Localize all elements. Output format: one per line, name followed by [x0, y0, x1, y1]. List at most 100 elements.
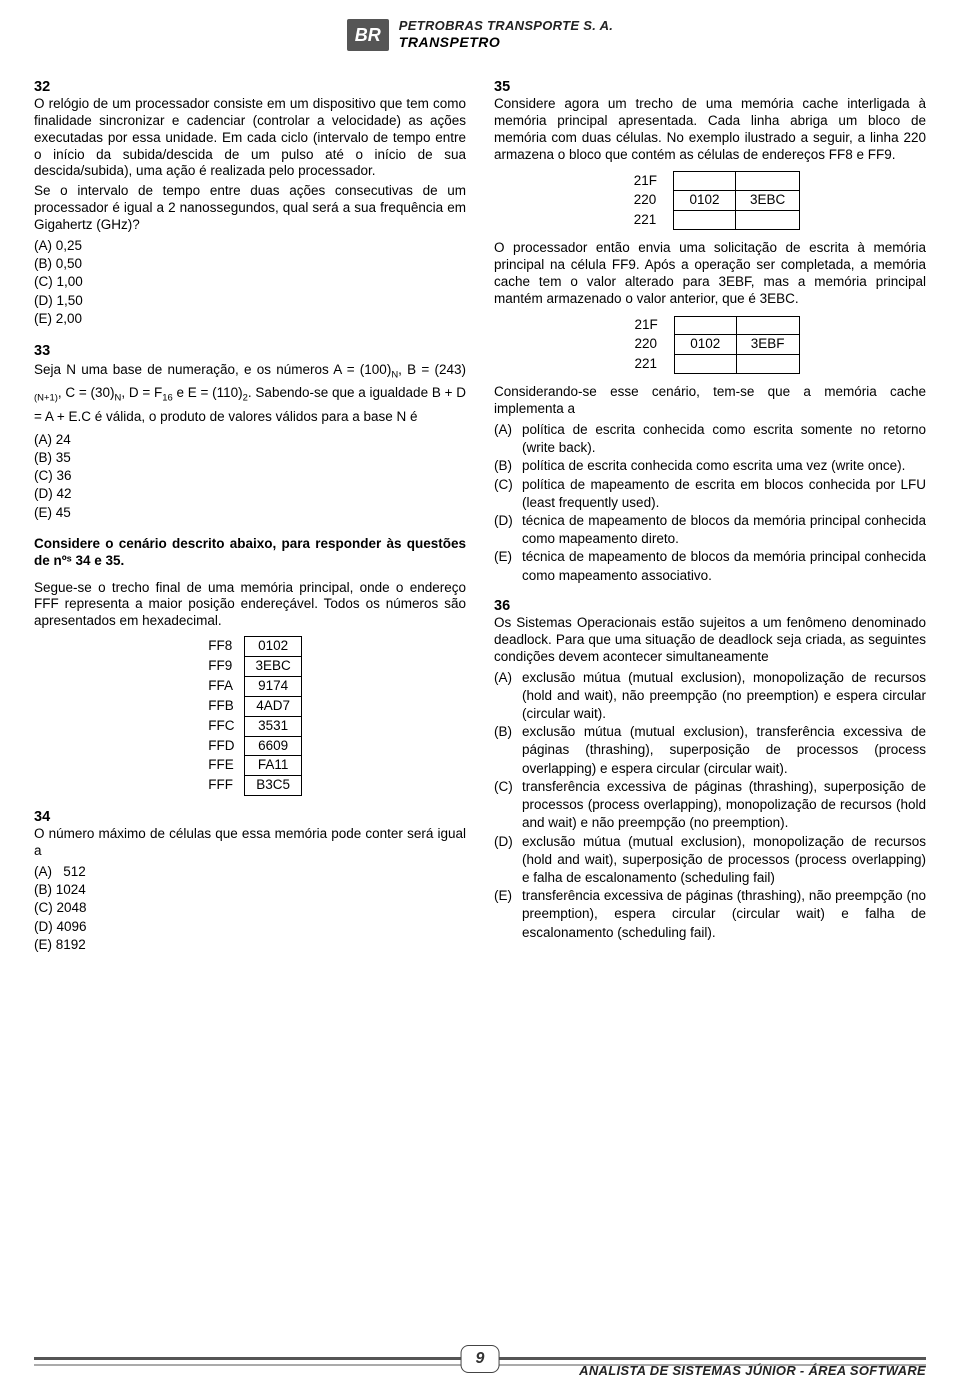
q35-opt-e: (E)técnica de mapeamento de blocos da me… [494, 548, 926, 584]
mem-val-6: FA11 [245, 756, 301, 776]
q35-lab-b: (B) [494, 457, 522, 475]
br-logo: BR [347, 19, 389, 52]
q35-txt-e: técnica de mapeamento de blocos da memór… [522, 548, 926, 584]
q36-lab-c: (C) [494, 778, 522, 833]
q33-options: (A) 24 (B) 35 (C) 36 (D) 42 (E) 45 [34, 431, 466, 522]
page-number: 9 [461, 1345, 500, 1373]
cache2-r3-c1 [674, 355, 736, 374]
mem-val-1: 3EBC [245, 657, 301, 677]
q36-lab-e: (E) [494, 887, 522, 942]
cache1-r2-c2: 3EBC [735, 191, 799, 211]
page-footer: 9 ANALISTA DE SISTEMAS JÚNIOR - ÁREA SOF… [0, 1345, 960, 1381]
mem-addr-6: FFE [198, 756, 245, 776]
content-columns: 32 O relógio de um processador consiste … [34, 72, 926, 968]
q33-opt-d: (D) 42 [34, 485, 466, 503]
q32-opt-e: (E) 2,00 [34, 310, 466, 328]
footer-title: ANALISTA DE SISTEMAS JÚNIOR - ÁREA SOFTW… [579, 1363, 926, 1379]
q36-lab-d: (D) [494, 833, 522, 888]
q32-opt-c: (C) 1,00 [34, 273, 466, 291]
cache2-r3: 221 [620, 355, 674, 374]
q36-opt-d: (D)exclusão mútua (mutual exclusion), mo… [494, 833, 926, 888]
cache-table-1: 21F 22001023EBC 221 [620, 171, 801, 230]
q35-txt-a: política de escrita conhecida como escri… [522, 421, 926, 457]
mem-addr-4: FFC [198, 716, 245, 736]
q32-text-2: Se o intervalo de tempo entre duas ações… [34, 183, 466, 234]
right-column: 35 Considere agora um trecho de uma memó… [494, 72, 926, 968]
q33-opt-b: (B) 35 [34, 449, 466, 467]
q35-options: (A)política de escrita conhecida como es… [494, 421, 926, 585]
q33-frag-e: e E = (110) [173, 385, 243, 400]
q35-lab-e: (E) [494, 548, 522, 584]
q35-lab-d: (D) [494, 512, 522, 548]
cache1-r1-c1 [673, 172, 735, 191]
mem-val-5: 6609 [245, 736, 301, 756]
q35-txt-b: política de escrita conhecida como escri… [522, 457, 926, 475]
footer-bars: 9 ANALISTA DE SISTEMAS JÚNIOR - ÁREA SOF… [34, 1345, 926, 1381]
mem-addr-5: FFD [198, 736, 245, 756]
q35-opt-a: (A)política de escrita conhecida como es… [494, 421, 926, 457]
q36-txt-b: exclusão mútua (mutual exclusion), trans… [522, 723, 926, 778]
q36-lab-a: (A) [494, 669, 522, 724]
q35-opt-c: (C)política de mapeamento de escrita em … [494, 476, 926, 512]
q36-opt-a: (A)exclusão mútua (mutual exclusion), mo… [494, 669, 926, 724]
q35-opt-d: (D)técnica de mapeamento de blocos da me… [494, 512, 926, 548]
q36-txt-d: exclusão mútua (mutual exclusion), monop… [522, 833, 926, 888]
cache1-r3-c1 [673, 211, 735, 230]
q32-number: 32 [34, 78, 466, 96]
q32-opt-d: (D) 1,50 [34, 292, 466, 310]
q36-opt-b: (B)exclusão mútua (mutual exclusion), tr… [494, 723, 926, 778]
q35-text-1: Considere agora um trecho de uma memória… [494, 96, 926, 164]
cache1-r2: 220 [620, 191, 674, 211]
q34-opt-d: (D) 4096 [34, 918, 466, 936]
memory-table: FF80102 FF93EBC FFA9174 FFB4AD7 FFC3531 … [198, 636, 302, 796]
q36-options: (A)exclusão mútua (mutual exclusion), mo… [494, 669, 926, 942]
q34-options: (A) 512 (B) 1024 (C) 2048 (D) 4096 (E) 8… [34, 863, 466, 954]
mem-val-2: 9174 [245, 676, 301, 696]
cache1-r1: 21F [620, 172, 674, 191]
q35-txt-c: política de mapeamento de escrita em blo… [522, 476, 926, 512]
cache1-r3: 221 [620, 211, 674, 230]
q36-txt-c: transferência excessiva de páginas (thra… [522, 778, 926, 833]
q32-opt-a: (A) 0,25 [34, 237, 466, 255]
mem-val-4: 3531 [245, 716, 301, 736]
q32-opt-b: (B) 0,50 [34, 255, 466, 273]
cache2-r3-c2 [736, 355, 799, 374]
mem-addr-0: FF8 [198, 637, 245, 657]
q36-opt-e: (E)transferência excessiva de páginas (t… [494, 887, 926, 942]
q34-opt-c: (C) 2048 [34, 899, 466, 917]
q32-text-1: O relógio de um processador consiste em … [34, 96, 466, 180]
q34-text: O número máximo de células que essa memó… [34, 826, 466, 860]
q33-opt-e: (E) 45 [34, 504, 466, 522]
scenario-text: Segue-se o trecho final de uma memória p… [34, 580, 466, 631]
q35-lab-a: (A) [494, 421, 522, 457]
q35-number: 35 [494, 78, 926, 96]
q36-txt-a: exclusão mútua (mutual exclusion), monop… [522, 669, 926, 724]
q34-opt-a: (A) 512 [34, 863, 466, 881]
cache2-r2-c2: 3EBF [736, 335, 799, 355]
q35-lab-c: (C) [494, 476, 522, 512]
q32-options: (A) 0,25 (B) 0,50 (C) 1,00 (D) 1,50 (E) … [34, 237, 466, 328]
mem-addr-3: FFB [198, 696, 245, 716]
cache2-r1: 21F [620, 316, 674, 335]
cache2-r2: 220 [620, 335, 674, 355]
header-text: PETROBRAS TRANSPORTE S. A. TRANSPETRO [399, 18, 613, 52]
mem-val-0: 0102 [245, 637, 301, 657]
cache2-r1-c1 [674, 316, 736, 335]
q35-text-2: O processador então envia uma solicitaçã… [494, 240, 926, 308]
left-column: 32 O relógio de um processador consiste … [34, 72, 466, 968]
cache1-r3-c2 [735, 211, 799, 230]
mem-val-7: B3C5 [245, 776, 301, 796]
q33-number: 33 [34, 342, 466, 360]
q34-opt-b: (B) 1024 [34, 881, 466, 899]
cache2-r2-c1: 0102 [674, 335, 736, 355]
q33-text: Seja N uma base de numeração, e os númer… [34, 360, 466, 428]
mem-addr-1: FF9 [198, 657, 245, 677]
mem-addr-2: FFA [198, 676, 245, 696]
scenario-title: Considere o cenário descrito abaixo, par… [34, 536, 466, 570]
mem-addr-7: FFF [198, 776, 245, 796]
cache2-r1-c2 [736, 316, 799, 335]
q36-txt-e: transferência excessiva de páginas (thra… [522, 887, 926, 942]
cache1-r1-c2 [735, 172, 799, 191]
q36-number: 36 [494, 597, 926, 615]
q34-opt-e: (E) 8192 [34, 936, 466, 954]
